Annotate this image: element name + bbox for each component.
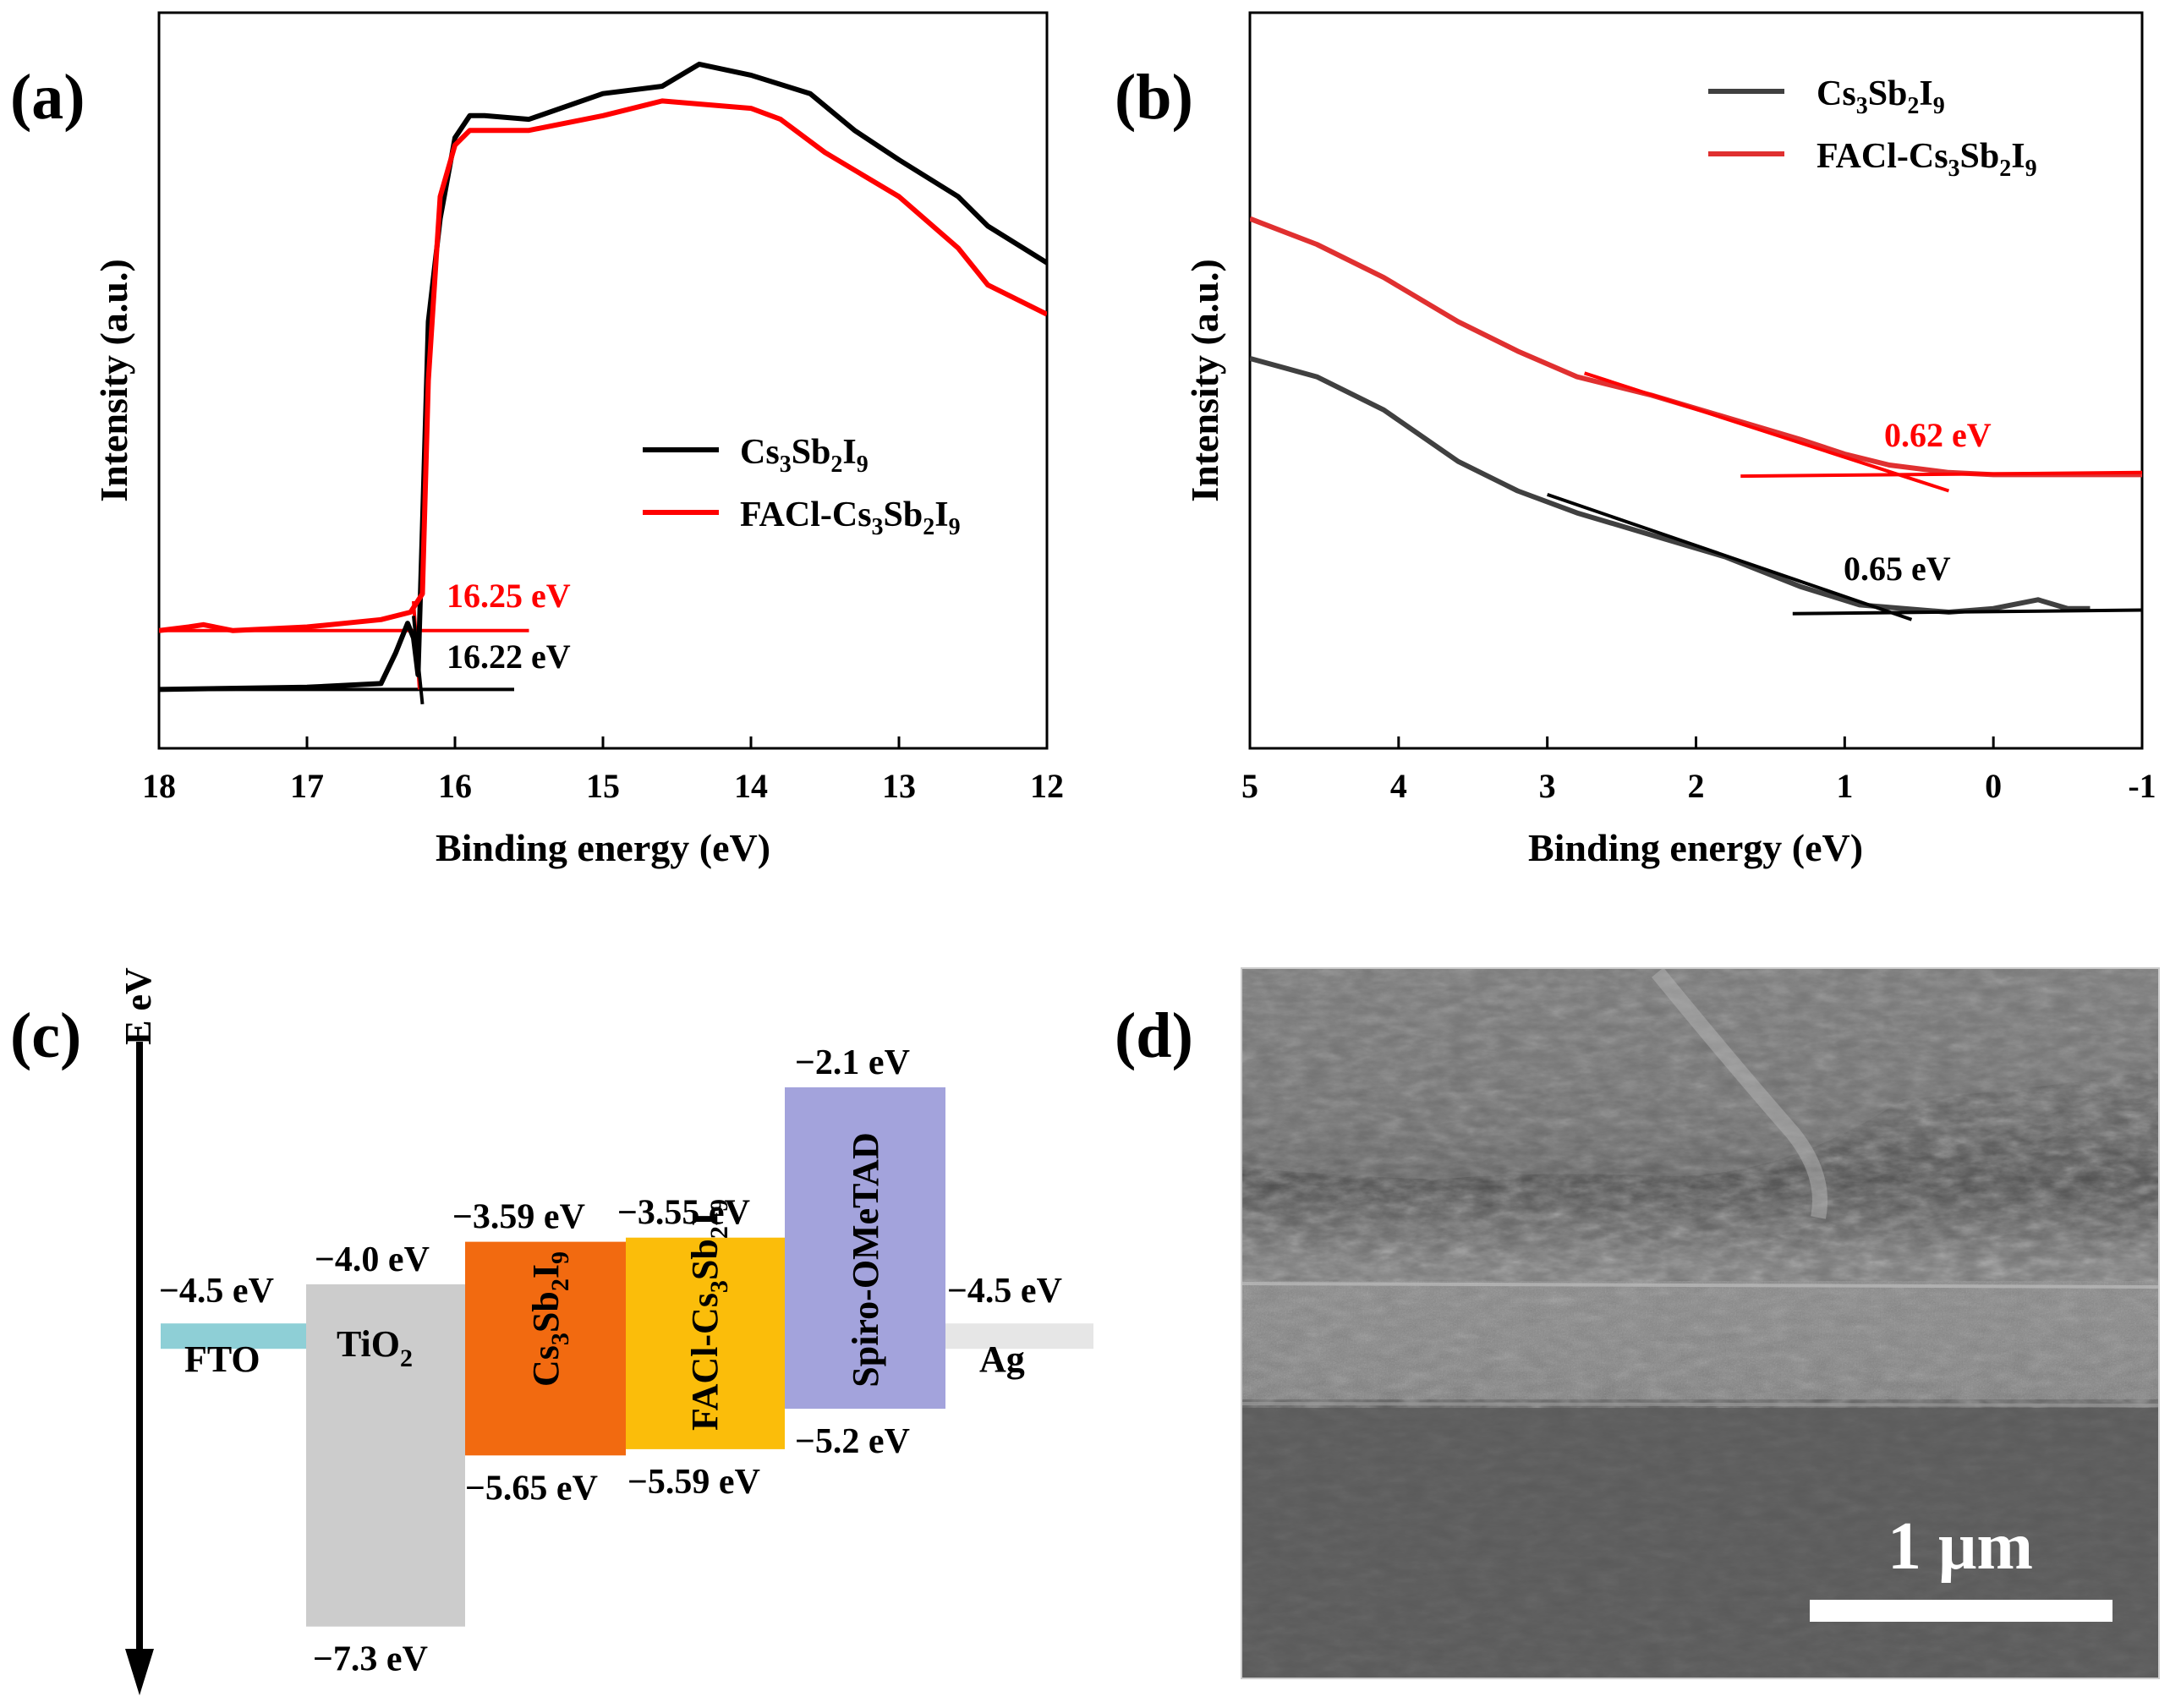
chart-b-x-tick-label-0: 5 [1241, 767, 1258, 805]
layer-cs3sb2i9-bottom-label: −5.65 eV [465, 1469, 598, 1508]
chart-a-x-tick-label-1: 17 [290, 767, 324, 805]
legend-b-label-0: Cs3Sb2I9 [1817, 74, 1945, 119]
sem-frame [1241, 967, 2160, 1679]
layer-tio2-bottom-label: −7.3 eV [313, 1640, 428, 1679]
chart-b-fit-line-1 [1792, 608, 2142, 616]
layer-tio2-top-label: −4.0 eV [315, 1240, 430, 1279]
layer-ag-name: Ag [979, 1338, 1025, 1380]
chart-b-legend: Cs3Sb2I9 FACl-Cs3Sb2I9 [1708, 74, 2037, 182]
panel-label-d: (d) [1115, 1000, 1193, 1071]
sem-film-top-edge [1241, 1282, 2159, 1289]
chart-b-x-axis-title: Binding energy (eV) [1528, 826, 1863, 869]
chart-a: 18 17 16 15 14 13 12 16.25 eV 16.22 eV Binding… [92, 11, 1064, 869]
layer-fto-name: FTO [184, 1338, 260, 1380]
sem-scale-bar [1810, 1600, 2112, 1622]
chart-a-x-axis-title: Binding energy (eV) [436, 826, 770, 869]
layer-spiro-top-label: −2.1 eV [795, 1043, 910, 1082]
chart-a-x-tick-label-5: 13 [882, 767, 916, 805]
chart-a-y-axis-title: Intensity (a.u.) [92, 259, 135, 502]
layer-facl-bottom-label: −5.59 eV [627, 1463, 760, 1502]
chart-a-x-tick-label-0: 18 [142, 767, 176, 805]
chart-b-fit-line-2 [1584, 371, 1950, 493]
layer-facl-top-label: −3.55 eV [617, 1194, 750, 1233]
layer-fto-level-label: −4.5 eV [159, 1272, 274, 1311]
chart-b: 5 4 3 2 1 0 -1 0.62 eV 0.65 eV Binding energy … [1183, 11, 2156, 869]
chart-b-y-axis-title: Intensity (a.u.) [1183, 259, 1226, 502]
chart-b-x-tick-label-2: 3 [1539, 767, 1556, 805]
layer-cs3sb2i9-top-label: −3.59 eV [452, 1198, 585, 1237]
layer-fto [161, 1323, 306, 1349]
chart-a-annotation-black: 16.22 eV [447, 638, 571, 676]
chart-b-annotation-red: 0.62 eV [1884, 416, 1992, 454]
chart-a-legend: Cs3Sb2I9 FACl-Cs3Sb2I9 [643, 433, 961, 540]
sem-film-texture [1241, 1281, 2159, 1399]
chart-a-x-ticks: 18 17 16 15 14 13 12 [142, 736, 1064, 805]
chart-b-annotation-black: 0.65 eV [1844, 550, 1951, 588]
chart-a-series-1 [159, 98, 1047, 633]
chart-a-x-tick-label-2: 16 [438, 767, 472, 805]
chart-b-fit-lines [1547, 371, 2142, 621]
sem-scale-bar-label: 1 μm [1888, 1509, 2033, 1584]
legend-a-label-0: Cs3Sb2I9 [740, 433, 869, 478]
chart-b-series-0 [1250, 356, 2091, 615]
chart-a-series [159, 61, 1047, 693]
panel-label-a: (a) [10, 62, 85, 133]
chart-b-frame [1248, 11, 2144, 750]
energy-diagram: E eV −4.5 eV FTO −4.0 eV −7.3 eV TiO2 −3… [118, 967, 1093, 1695]
layer-spiro-name: Spiro-OMeTAD [845, 1132, 886, 1387]
legend-a-label-1: FACl-Cs3Sb2I9 [740, 495, 961, 540]
chart-b-x-tick-label-5: 0 [1985, 767, 2002, 805]
panel-label-b: (b) [1115, 62, 1193, 133]
layer-ag [945, 1323, 1093, 1349]
layer-cs3sb2i9 [465, 1241, 626, 1456]
chart-a-x-tick-label-3: 15 [586, 767, 620, 805]
layer-tio2 [306, 1284, 465, 1627]
sem-film-bottom-edge [1241, 1402, 2159, 1407]
sem-fiber [1652, 968, 1828, 1219]
sem-image: 1 μm [1241, 967, 2160, 1679]
panel-label-c: (c) [10, 1000, 81, 1071]
chart-b-fit-line-3 [1740, 470, 2142, 479]
chart-b-series [1250, 216, 2142, 615]
sem-substrate [1241, 1408, 2159, 1678]
layer-facl-cs3sb2i9 [626, 1237, 785, 1449]
chart-b-fit-line-0 [1547, 492, 1913, 621]
layer-spiro-ometad [785, 1087, 945, 1410]
layer-ag-level-label: −4.5 eV [947, 1272, 1062, 1311]
chart-a-annotation-red: 16.25 eV [447, 577, 571, 615]
chart-b-series-1 [1250, 216, 2142, 478]
chart-a-series-0 [159, 61, 1047, 693]
layer-tio2-name: TiO2 [337, 1323, 413, 1372]
chart-b-x-tick-label-3: 2 [1688, 767, 1705, 805]
chart-b-x-tick-label-6: -1 [2128, 767, 2156, 805]
chart-b-x-tick-label-4: 1 [1836, 767, 1853, 805]
sem-top-layer [1241, 968, 2159, 1180]
legend-b-label-1: FACl-Cs3Sb2I9 [1817, 137, 2037, 182]
layer-spiro-bottom-label: −5.2 eV [795, 1422, 910, 1461]
chart-b-x-tick-label-1: 4 [1390, 767, 1407, 805]
energy-axis-arrowhead [125, 1649, 154, 1695]
chart-a-x-tick-label-4: 14 [734, 767, 768, 805]
layer-cs3sb2i9-name: Cs3Sb2I9 [525, 1251, 574, 1387]
energy-axis-label: E eV [118, 967, 159, 1045]
chart-a-x-tick-label-6: 12 [1030, 767, 1064, 805]
chart-b-x-ticks: 5 4 3 2 1 0 -1 [1241, 736, 2156, 805]
chart-a-frame [157, 11, 1049, 750]
